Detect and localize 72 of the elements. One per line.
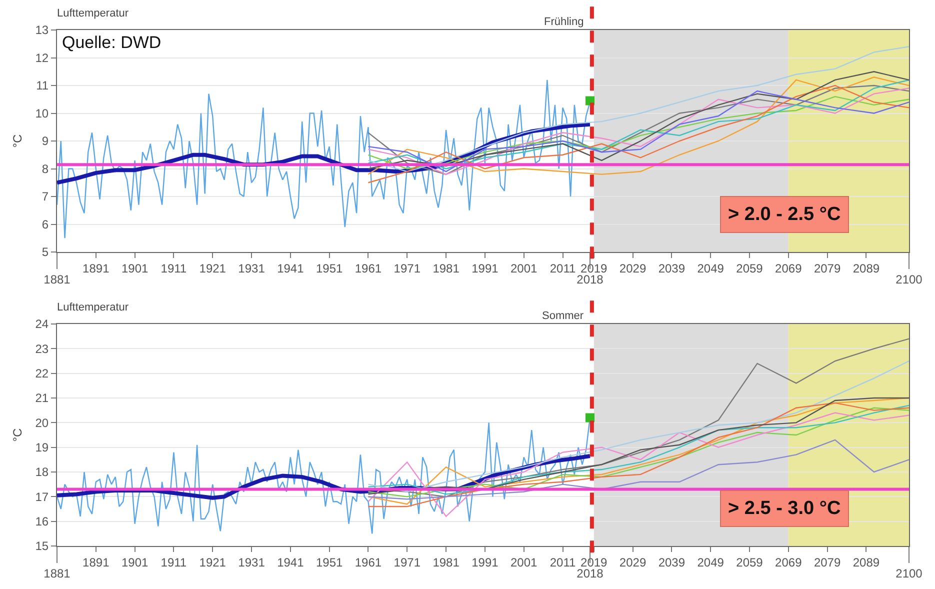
- x-tick-label: 1961: [354, 261, 382, 276]
- x2-tick-label: 1881: [44, 272, 71, 286]
- x-tick-label: 1961: [354, 555, 382, 570]
- x-tick-label: 2029: [619, 555, 646, 570]
- chart-title: Lufttemperatur: [57, 302, 129, 314]
- chart-title: Lufttemperatur: [57, 8, 129, 20]
- y-tick-label: 17: [35, 490, 49, 504]
- x-tick-label: 2039: [658, 555, 686, 570]
- x-tick-label: 1901: [121, 555, 148, 570]
- x-tick-label: 1981: [432, 555, 460, 570]
- x2-tick-label: 2100: [896, 566, 923, 580]
- x-tick-label: 1971: [394, 261, 421, 276]
- x-tick-label: 2001: [510, 555, 538, 570]
- y-tick-label: 8: [42, 162, 49, 176]
- x-tick-label: 2049: [697, 555, 724, 570]
- y-tick-label: 13: [35, 23, 49, 38]
- x-tick-label: 1931: [238, 555, 266, 570]
- y-tick-label: 5: [42, 245, 49, 260]
- y-tick-label: 16: [35, 514, 49, 529]
- x-tick-label: 2011: [550, 261, 576, 276]
- x-tick-label: 2089: [852, 555, 880, 570]
- x-tick-label: 1991: [472, 261, 499, 276]
- x-tick-label: 2049: [697, 261, 724, 276]
- band-label: > 2.0 - 2.5 °C: [728, 204, 841, 225]
- x-tick-label: 1951: [316, 555, 343, 570]
- y-tick-label: 11: [36, 78, 49, 93]
- y-tick-label: 9: [42, 134, 49, 148]
- y-tick-label: 22: [35, 366, 49, 381]
- y-axis-title: °C: [10, 428, 25, 442]
- x-tick-label: 2001: [510, 261, 538, 276]
- x-tick-label: 1941: [277, 555, 304, 570]
- y-tick-label: 21: [35, 391, 49, 406]
- y-tick-label: 19: [35, 440, 49, 455]
- chart-subtitle: Sommer: [542, 310, 584, 322]
- x-tick-label: 2011: [550, 555, 576, 570]
- y-tick-label: 18: [35, 465, 49, 480]
- y-tick-label: 12: [35, 50, 49, 65]
- x-tick-label: 1901: [121, 261, 148, 276]
- annotation: Quelle: DWD: [62, 33, 162, 52]
- x-tick-label: 1931: [238, 261, 266, 276]
- x-tick-label: 2069: [775, 555, 802, 570]
- x-tick-label: 2059: [736, 261, 764, 276]
- x-tick-label: 1971: [394, 555, 421, 570]
- y-tick-label: 23: [35, 342, 49, 356]
- x2-tick-label: 2100: [896, 272, 923, 286]
- x-tick-label: 1921: [199, 261, 226, 276]
- x-tick-label: 1941: [277, 261, 304, 276]
- x-tick-label: 2039: [658, 261, 686, 276]
- band-label: > 2.5 - 3.0 °C: [728, 498, 841, 519]
- y-tick-label: 20: [35, 416, 49, 430]
- x-tick-label: 1891: [82, 555, 110, 570]
- x-tick-label: 1911: [160, 555, 187, 570]
- x-tick-label: 1991: [472, 555, 499, 570]
- y-axis-title: °C: [10, 134, 25, 148]
- x-tick-label: 2069: [775, 261, 802, 276]
- chart-subtitle: Frühling: [544, 16, 584, 28]
- y-tick-label: 15: [35, 539, 49, 554]
- x-tick-label: 1891: [82, 261, 110, 276]
- x-tick-label: 1951: [316, 261, 343, 276]
- x-tick-label: 1981: [432, 261, 460, 276]
- x-tick-label: 2079: [814, 261, 841, 276]
- x-tick-label: 2059: [736, 555, 764, 570]
- x-tick-label: 1921: [199, 555, 226, 570]
- x-tick-label: 2079: [814, 555, 841, 570]
- y-tick-label: 24: [35, 317, 49, 332]
- x-tick-label: 2089: [852, 261, 880, 276]
- y-tick-label: 7: [42, 190, 49, 204]
- y-tick-label: 10: [35, 106, 49, 120]
- x-tick-label: 1911: [160, 261, 187, 276]
- x-tick-label: 2029: [619, 261, 646, 276]
- y-tick-label: 6: [42, 217, 49, 232]
- x2-tick-label: 1881: [44, 566, 71, 580]
